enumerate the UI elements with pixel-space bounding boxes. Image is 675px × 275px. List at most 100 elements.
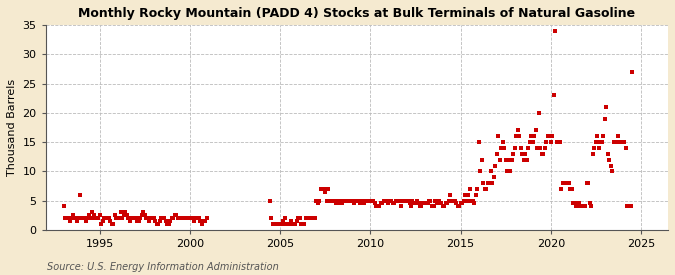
Point [518, 158, 529, 162]
Point [604, 158, 615, 162]
Point [467, 198, 478, 203]
Point [577, 204, 588, 209]
Point [511, 134, 522, 139]
Point [610, 140, 621, 144]
Point [589, 146, 600, 150]
Point [140, 213, 151, 217]
Point [512, 128, 523, 133]
Point [487, 181, 497, 185]
Point [114, 216, 125, 220]
Point [320, 189, 331, 194]
Point [148, 216, 159, 220]
Point [387, 201, 398, 206]
Point [560, 181, 571, 185]
Point [383, 201, 394, 206]
Point [126, 216, 137, 220]
Point [381, 198, 392, 203]
Point [177, 216, 188, 220]
Point [419, 201, 430, 206]
Point [455, 201, 466, 206]
Point [414, 204, 425, 209]
Point [537, 152, 547, 156]
Point [616, 140, 627, 144]
Point [302, 216, 313, 220]
Point [141, 216, 152, 220]
Point [61, 216, 72, 220]
Point [539, 146, 550, 150]
Point [346, 198, 356, 203]
Point [531, 128, 541, 133]
Point [299, 222, 310, 226]
Point [466, 198, 477, 203]
Point [587, 152, 598, 156]
Point [159, 216, 169, 220]
Point [558, 181, 568, 185]
Point [421, 201, 431, 206]
Point [85, 216, 96, 220]
Point [470, 192, 481, 197]
Point [90, 216, 101, 220]
Point [592, 134, 603, 139]
Point [68, 213, 78, 217]
Point [82, 216, 93, 220]
Point [439, 204, 450, 209]
Point [288, 222, 299, 226]
Point [609, 140, 620, 144]
Point [169, 213, 180, 217]
Point [365, 198, 376, 203]
Point [541, 140, 551, 144]
Point [570, 201, 580, 206]
Point [500, 158, 511, 162]
Point [456, 201, 467, 206]
Point [87, 210, 98, 214]
Point [505, 169, 516, 174]
Point [360, 198, 371, 203]
Point [572, 204, 583, 209]
Point [497, 140, 508, 144]
Point [529, 134, 539, 139]
Point [287, 222, 298, 226]
Point [380, 198, 391, 203]
Point [490, 163, 501, 168]
Point [357, 198, 368, 203]
Point [279, 216, 290, 220]
Point [396, 198, 407, 203]
Point [422, 201, 433, 206]
Point [267, 222, 278, 226]
Point [156, 216, 167, 220]
Point [576, 204, 587, 209]
Point [163, 222, 174, 226]
Point [78, 216, 88, 220]
Point [326, 198, 337, 203]
Point [180, 216, 191, 220]
Point [171, 213, 182, 217]
Point [402, 198, 413, 203]
Point [273, 222, 284, 226]
Point [64, 219, 75, 223]
Point [162, 222, 173, 226]
Point [618, 140, 628, 144]
Point [514, 134, 524, 139]
Point [70, 216, 81, 220]
Point [502, 169, 512, 174]
Point [107, 222, 117, 226]
Point [59, 216, 70, 220]
Point [468, 201, 479, 206]
Point [201, 216, 212, 220]
Point [520, 152, 531, 156]
Point [122, 213, 132, 217]
Point [313, 201, 323, 206]
Point [91, 216, 102, 220]
Point [463, 192, 474, 197]
Point [333, 198, 344, 203]
Point [574, 201, 585, 206]
Point [130, 216, 141, 220]
Point [428, 204, 439, 209]
Point [311, 198, 322, 203]
Point [150, 219, 161, 223]
Point [182, 216, 192, 220]
Point [413, 201, 424, 206]
Point [613, 134, 624, 139]
Point [624, 204, 634, 209]
Point [272, 222, 283, 226]
